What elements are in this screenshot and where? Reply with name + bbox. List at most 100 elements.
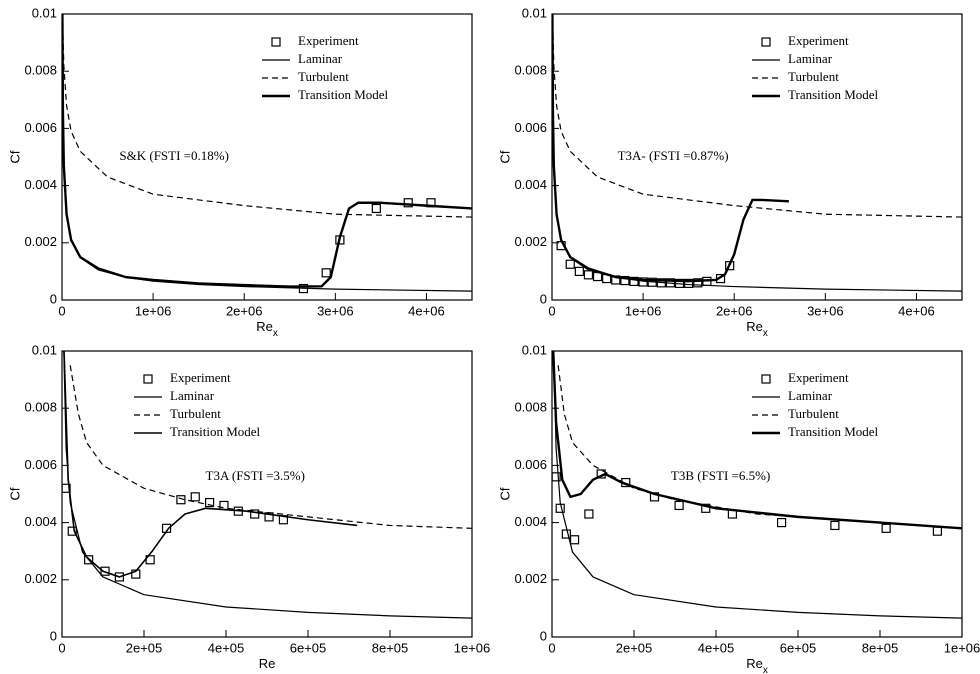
experiment-point bbox=[715, 273, 726, 284]
chart-panel: 0 2e+05 4e+05 6e+05 8e+05 1e+06 0 0.002 0.004 0.0… bbox=[7, 342, 490, 671]
y-tick-label: 0.01 bbox=[522, 5, 547, 20]
plot-area bbox=[63, 351, 472, 619]
legend: Experiment Laminar Turbulent Transition Mod… bbox=[752, 33, 879, 102]
x-tick-label: 0 bbox=[58, 303, 65, 318]
series-line bbox=[557, 365, 962, 529]
legend-label: Transition Model bbox=[788, 87, 879, 102]
legend-label: Experiment bbox=[788, 370, 849, 385]
experiment-point bbox=[592, 271, 603, 282]
y-tick-label: 0.004 bbox=[514, 177, 547, 192]
experiment-point bbox=[584, 509, 594, 519]
x-axis-label-main: Re bbox=[746, 656, 763, 671]
experiment-point bbox=[190, 492, 200, 502]
plot-frame bbox=[61, 13, 473, 301]
x-tick-label: 8e+05 bbox=[862, 640, 899, 655]
x-tick-label: 2e+06 bbox=[226, 303, 263, 318]
experiment-point bbox=[555, 503, 565, 513]
y-tick-label: 0 bbox=[540, 628, 547, 643]
series-line bbox=[553, 351, 962, 619]
plot-frame bbox=[551, 13, 963, 301]
x-axis-label-sub: x bbox=[763, 665, 768, 674]
y-tick-label: 0.01 bbox=[522, 342, 547, 357]
legend-label: Laminar bbox=[788, 388, 833, 403]
legend: Experiment Laminar Turbulent Transition Mod… bbox=[752, 370, 879, 439]
experiment-point bbox=[583, 270, 594, 280]
experiment-point bbox=[602, 273, 612, 284]
y-tick-label: 0.006 bbox=[24, 457, 57, 472]
x-tick-label: 0 bbox=[548, 640, 555, 655]
plot-area bbox=[552, 14, 962, 292]
experiment-point bbox=[403, 198, 413, 208]
legend-label: Transition Model bbox=[788, 424, 879, 439]
experiment-point bbox=[426, 198, 436, 208]
x-tick-label: 6e+05 bbox=[780, 640, 817, 655]
experiment-point bbox=[656, 278, 666, 288]
series-line bbox=[62, 14, 472, 218]
y-tick-label: 0.008 bbox=[24, 63, 57, 78]
experiment-point bbox=[665, 278, 676, 288]
experiment-point bbox=[551, 472, 561, 482]
legend-label: Laminar bbox=[788, 51, 833, 66]
y-axis-label: Cf bbox=[497, 150, 512, 163]
experiment-point bbox=[727, 509, 738, 519]
x-tick-label: 3e+06 bbox=[317, 303, 354, 318]
experiment-point bbox=[620, 275, 630, 286]
legend-swatch bbox=[761, 374, 771, 384]
experiment-point bbox=[674, 278, 685, 289]
annotation: T3A (FSTI =3.5%) bbox=[206, 468, 305, 483]
x-axis-label-main: Re bbox=[746, 319, 763, 334]
series-line bbox=[62, 14, 472, 288]
experiment-point bbox=[647, 277, 657, 287]
experiment-point bbox=[674, 500, 684, 511]
legend-swatch bbox=[761, 37, 771, 47]
annotation: S&K (FSTI =0.18%) bbox=[119, 148, 229, 163]
y-tick-label: 0.01 bbox=[32, 342, 57, 357]
experiment-point bbox=[701, 503, 711, 513]
legend-label: Laminar bbox=[170, 388, 215, 403]
y-tick-label: 0.01 bbox=[32, 5, 57, 20]
experiment-point bbox=[67, 526, 77, 536]
x-axis-label-main: Re bbox=[259, 656, 276, 671]
x-tick-label: 2e+05 bbox=[616, 640, 653, 655]
y-tick-label: 0.006 bbox=[514, 120, 547, 135]
experiment-point bbox=[881, 523, 891, 533]
experiment-point bbox=[569, 535, 580, 545]
experiment-point bbox=[611, 275, 621, 285]
series-line bbox=[63, 351, 472, 619]
x-axis-label: Rex bbox=[746, 656, 768, 674]
legend-label: Experiment bbox=[788, 33, 849, 48]
y-tick-label: 0.008 bbox=[24, 400, 57, 415]
x-axis-label-sub: x bbox=[273, 328, 278, 339]
series-line bbox=[552, 14, 789, 283]
series-line bbox=[552, 14, 962, 218]
y-tick-label: 0.004 bbox=[24, 177, 57, 192]
experiment-point bbox=[61, 483, 71, 493]
experiment-point bbox=[776, 517, 787, 528]
experiment-point bbox=[219, 500, 229, 511]
plot-area bbox=[62, 14, 472, 292]
experiment-point bbox=[250, 509, 260, 519]
series-line bbox=[552, 14, 962, 292]
x-tick-label: 0 bbox=[58, 640, 65, 655]
legend-label: Laminar bbox=[298, 51, 343, 66]
x-tick-label: 1e+06 bbox=[454, 640, 491, 655]
x-tick-label: 0 bbox=[548, 303, 555, 318]
experiment-point bbox=[693, 278, 703, 288]
experiment-point bbox=[335, 235, 345, 245]
experiment-point bbox=[84, 555, 94, 565]
legend-label: Turbulent bbox=[788, 69, 839, 84]
experiment-point bbox=[321, 268, 331, 278]
legend-label: Turbulent bbox=[788, 406, 839, 421]
x-axis-label: Rex bbox=[256, 319, 278, 338]
x-tick-label: 1e+06 bbox=[135, 303, 172, 318]
legend-label: Experiment bbox=[298, 33, 359, 48]
experiment-point bbox=[556, 241, 566, 251]
experiment-point bbox=[725, 261, 735, 271]
x-tick-label: 8e+05 bbox=[372, 640, 409, 655]
experiment-point bbox=[638, 277, 648, 287]
legend-swatch bbox=[143, 374, 153, 384]
experiment-point bbox=[264, 512, 274, 522]
experiment-point bbox=[574, 266, 584, 276]
